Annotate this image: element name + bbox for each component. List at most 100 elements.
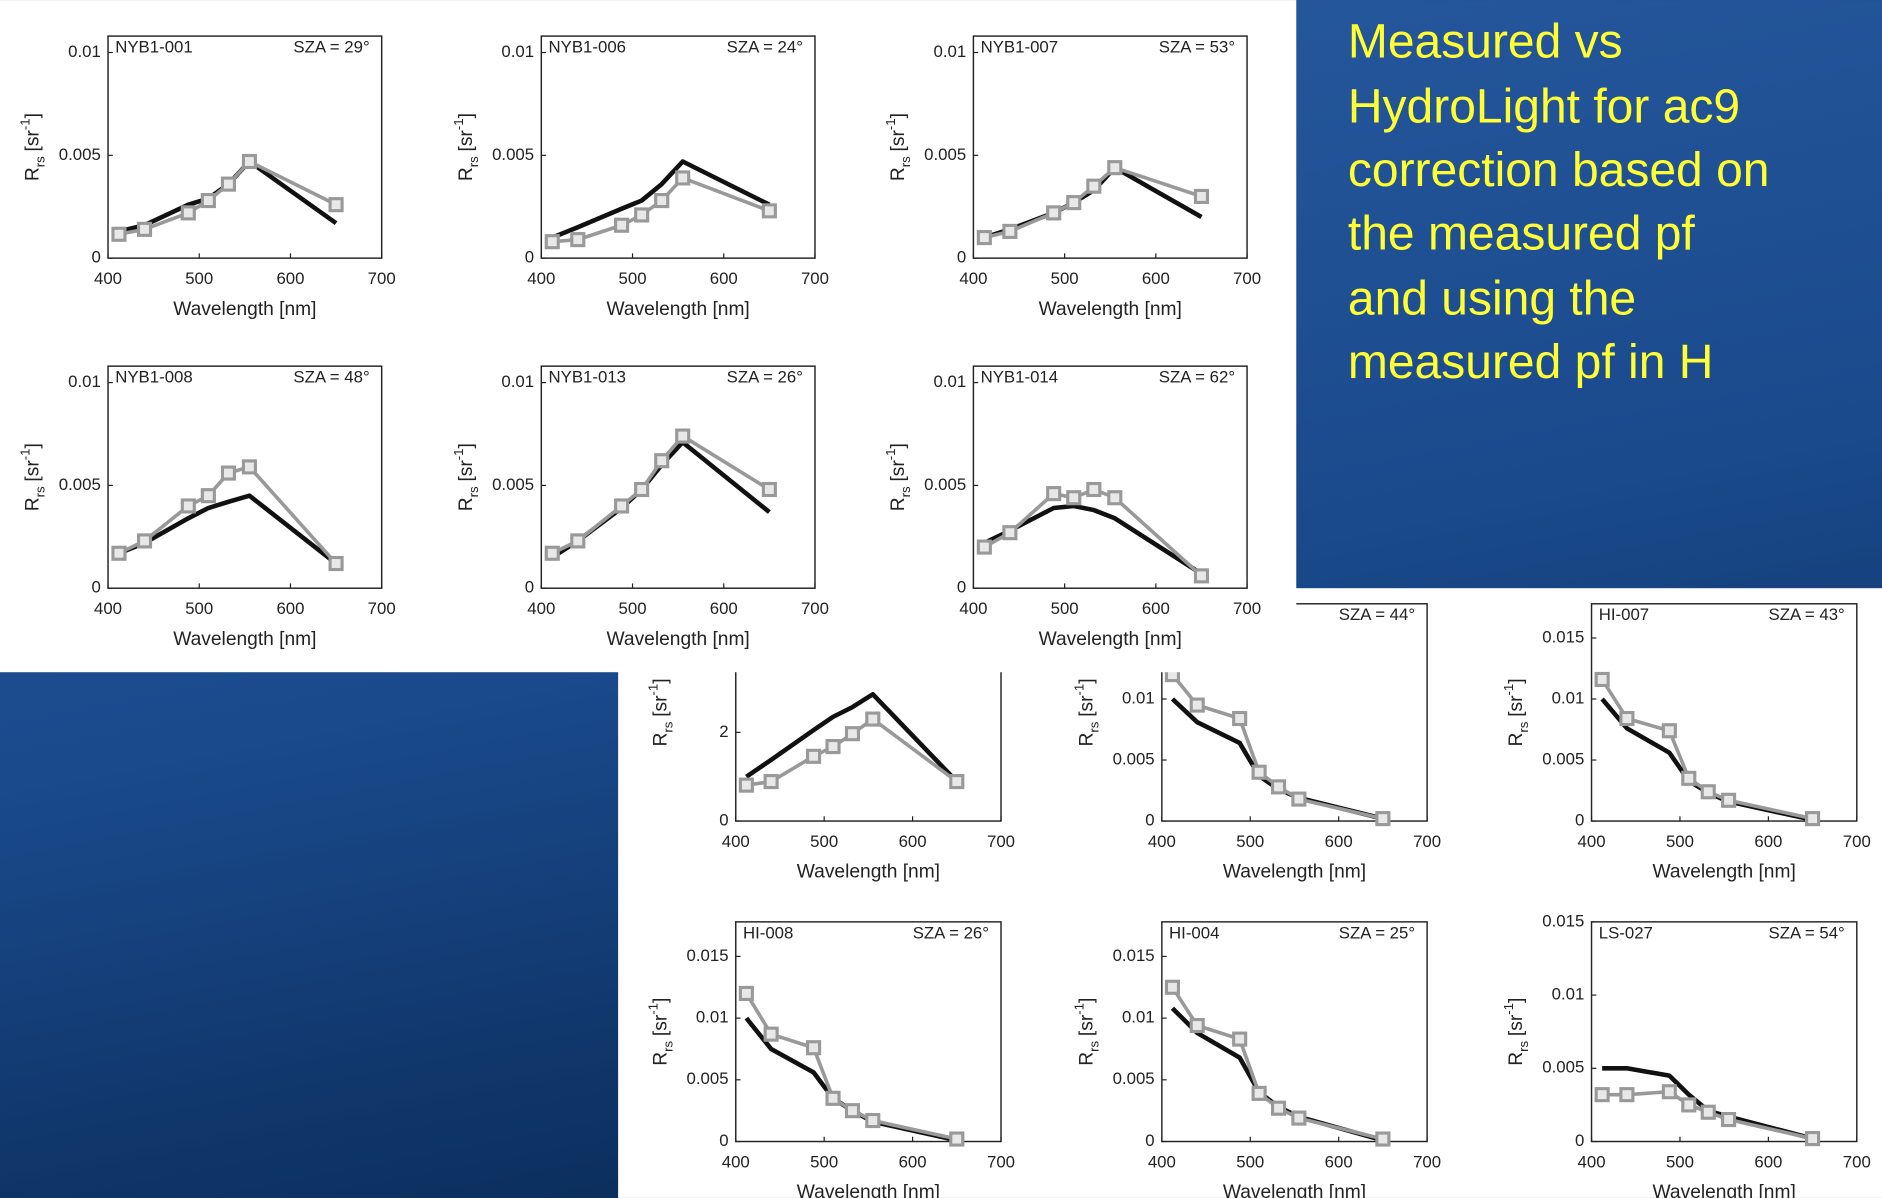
y-label-part: R bbox=[23, 167, 44, 181]
marker bbox=[544, 545, 560, 561]
marker bbox=[1700, 784, 1716, 800]
sza-label: SZA = 26° bbox=[727, 368, 803, 387]
marker bbox=[675, 428, 691, 444]
station-label: NYB1-008 bbox=[115, 368, 192, 387]
marker bbox=[1594, 1087, 1610, 1103]
marker bbox=[1681, 1097, 1697, 1113]
y-label-part: rs bbox=[1516, 1040, 1531, 1051]
marker bbox=[570, 533, 586, 549]
marker bbox=[1700, 1104, 1716, 1120]
x-tick-label: 500 bbox=[619, 599, 647, 618]
marker bbox=[241, 459, 257, 475]
x-tick-label: 500 bbox=[619, 269, 647, 288]
y-label-part: rs bbox=[466, 486, 481, 497]
y-axis-label: Rrs [sr-1] bbox=[18, 443, 48, 511]
station-label: NYB1-001 bbox=[115, 38, 192, 57]
marker bbox=[614, 217, 630, 233]
marker bbox=[763, 1026, 779, 1042]
x-tick-label: 600 bbox=[1142, 599, 1170, 618]
x-axis-label: Wavelength [nm] bbox=[607, 299, 750, 320]
y-tick-label: 0.01 bbox=[501, 42, 534, 61]
sza-label: SZA = 62° bbox=[1159, 368, 1235, 387]
y-label-part: ] bbox=[456, 443, 477, 448]
marker bbox=[136, 533, 153, 549]
marker bbox=[1086, 481, 1102, 498]
y-tick-label: 0.015 bbox=[1113, 946, 1155, 965]
y-tick-label: 0.015 bbox=[687, 946, 729, 965]
x-tick-label: 700 bbox=[801, 269, 829, 288]
marker bbox=[180, 205, 196, 221]
marker bbox=[1086, 178, 1102, 194]
marker bbox=[1721, 792, 1737, 808]
marker bbox=[949, 774, 965, 790]
marker bbox=[111, 545, 127, 561]
x-tick-label: 400 bbox=[527, 599, 555, 618]
station-label: HI-007 bbox=[1599, 605, 1649, 624]
panel: 400 500 600 700 0 0.005 0.01 NYB1-014 SZA = 62° W… bbox=[883, 365, 1261, 650]
x-tick-label: 700 bbox=[801, 599, 829, 618]
marker bbox=[1002, 525, 1018, 541]
y-tick-label: 0.005 bbox=[687, 1069, 729, 1088]
sza-label: SZA = 44° bbox=[1339, 605, 1415, 624]
x-tick-label: 600 bbox=[1754, 832, 1782, 851]
y-tick-label: 0 bbox=[525, 248, 534, 267]
x-tick-label: 400 bbox=[1578, 1153, 1606, 1172]
x-tick-label: 500 bbox=[185, 269, 213, 288]
y-tick-label: 0.015 bbox=[1542, 911, 1584, 930]
y-tick-label: 0 bbox=[1575, 1131, 1584, 1150]
y-tick-label: 0 bbox=[91, 578, 100, 597]
marker bbox=[220, 465, 236, 481]
marker bbox=[654, 192, 670, 209]
x-tick-label: 400 bbox=[722, 832, 750, 851]
y-axis-label: Rrs [sr-1] bbox=[18, 113, 48, 181]
marker bbox=[1805, 1131, 1821, 1147]
y-axis-label: Rrs [sr-1] bbox=[1071, 998, 1101, 1066]
y-tick-label: 0.015 bbox=[1542, 627, 1584, 646]
y-label-part: [sr bbox=[456, 130, 477, 152]
y-label-part: -1 bbox=[1071, 1003, 1086, 1015]
series-line bbox=[745, 691, 959, 784]
y-label-part: -1 bbox=[645, 1003, 660, 1015]
y-label-part: [sr bbox=[23, 460, 44, 482]
y-tick-label: 0.005 bbox=[59, 475, 101, 494]
sza-label: SZA = 26° bbox=[913, 923, 989, 942]
marker bbox=[976, 539, 992, 555]
y-axis-label: Rrs [sr-1] bbox=[883, 443, 913, 511]
x-axis-label: Wavelength [nm] bbox=[1653, 1182, 1796, 1198]
plot-area bbox=[972, 365, 1248, 589]
x-tick-label: 400 bbox=[94, 599, 122, 618]
marker bbox=[200, 192, 216, 209]
y-tick-label: 0 bbox=[1145, 1131, 1154, 1150]
marker bbox=[1193, 188, 1210, 205]
y-label-part: ] bbox=[23, 443, 44, 448]
x-tick-label: 700 bbox=[1233, 269, 1261, 288]
marker bbox=[806, 748, 822, 764]
marker bbox=[328, 555, 344, 572]
y-label-part: [sr bbox=[1506, 1014, 1527, 1036]
y-tick-label: 0.01 bbox=[934, 42, 967, 61]
x-tick-label: 600 bbox=[276, 269, 304, 288]
marker bbox=[675, 170, 691, 186]
sza-label: SZA = 24° bbox=[727, 38, 803, 57]
marker bbox=[1594, 671, 1610, 688]
caption-line: measured pf in H bbox=[1348, 336, 1714, 389]
series-line bbox=[551, 159, 771, 240]
marker bbox=[1619, 710, 1635, 727]
caption-line: HydroLight for ac9 bbox=[1348, 80, 1740, 133]
y-tick-label: 0 bbox=[957, 578, 966, 597]
y-label-part: rs bbox=[1086, 1040, 1101, 1051]
panel: 400 500 600 700 0 0.005 0.01 NYB1-007 SZA = 53° W… bbox=[883, 35, 1261, 320]
x-tick-label: 600 bbox=[710, 269, 738, 288]
y-label-part: R bbox=[456, 497, 477, 511]
y-label-part: R bbox=[1506, 733, 1527, 747]
panel: 400 500 600 700 0 0.005 0.01 0.015 HI-008 SZA = 2… bbox=[645, 921, 1015, 1198]
y-tick-label: 0.005 bbox=[924, 145, 966, 164]
marker bbox=[949, 1131, 965, 1147]
x-tick-label: 500 bbox=[1666, 832, 1694, 851]
marker bbox=[844, 726, 861, 742]
plot-area bbox=[1590, 921, 1858, 1143]
station-label: HI-008 bbox=[743, 923, 793, 942]
marker bbox=[1066, 490, 1082, 506]
y-tick-label: 0 bbox=[1575, 810, 1584, 829]
